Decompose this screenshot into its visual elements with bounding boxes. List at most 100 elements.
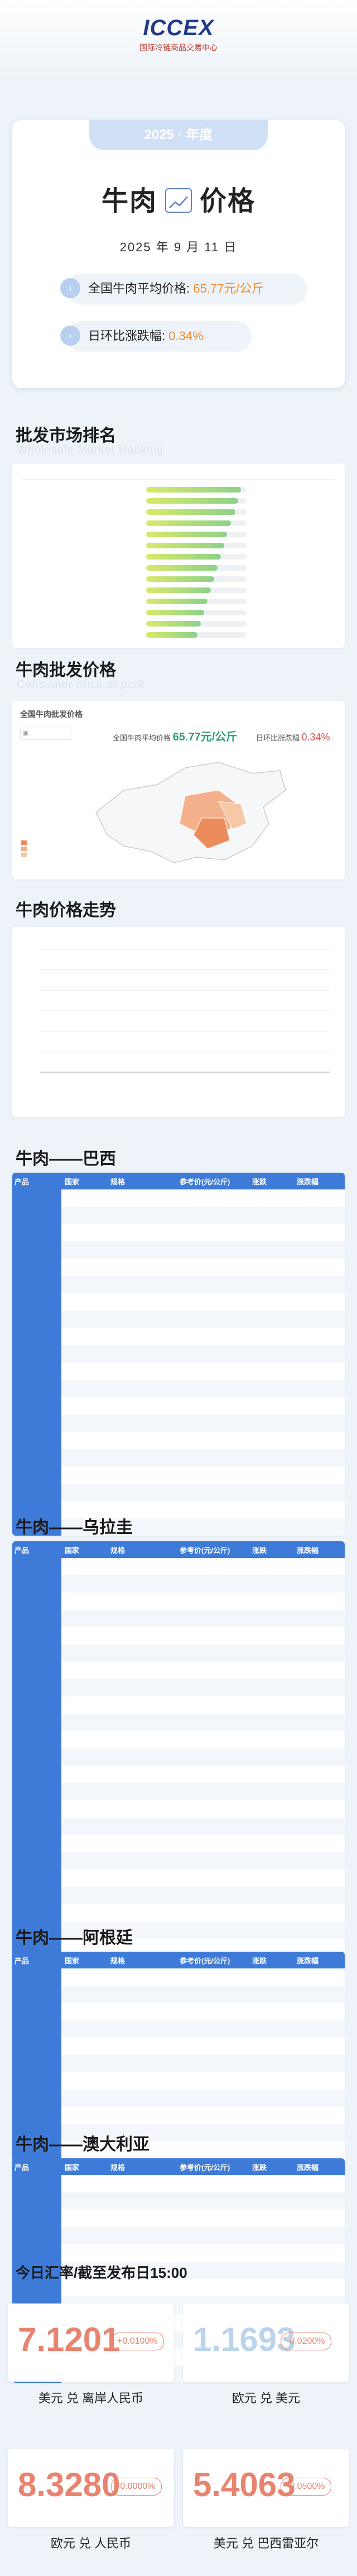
ranking-bar xyxy=(146,565,218,571)
product-cell xyxy=(12,1783,61,1800)
table-row xyxy=(12,2192,345,2210)
table-row xyxy=(12,1558,345,1576)
product-cell xyxy=(12,2244,61,2262)
country-title: 牛肉——澳大利亚 xyxy=(16,2135,149,2154)
product-cell xyxy=(12,1207,61,1224)
date-selector[interactable]: ▣ xyxy=(20,728,71,740)
column-header: 规格 xyxy=(110,1957,126,1965)
product-cell xyxy=(12,1696,61,1714)
product-cell xyxy=(12,1627,61,1645)
map-panel-title: 全国牛肉批发价格 xyxy=(20,710,83,719)
product-cell xyxy=(12,1986,61,2003)
table-row xyxy=(12,2020,345,2038)
table-row xyxy=(12,1800,345,1818)
product-cell xyxy=(12,1397,61,1414)
ranking-bar xyxy=(146,554,221,560)
table-row xyxy=(12,1645,345,1662)
product-cell xyxy=(12,1748,61,1766)
logo-text: ICCEX xyxy=(143,16,214,40)
product-cell xyxy=(12,1311,61,1328)
exchange-rate-card: 7.1201 +0.0100% 美元 兑 离岸人民币 xyxy=(8,2303,174,2405)
product-cell xyxy=(12,1276,61,1293)
product-cell xyxy=(12,2107,61,2124)
rate-value: 7.1201 xyxy=(18,2321,120,2358)
product-cell xyxy=(12,1922,61,1939)
table-row xyxy=(12,1731,345,1749)
ranking-row xyxy=(12,529,345,541)
exchange-rate-card: 1.1693 -0.0200% 欧元 兑 美元 xyxy=(183,2303,349,2405)
table-row xyxy=(12,1627,345,1645)
product-cell xyxy=(12,1800,61,1818)
ranking-bar xyxy=(146,532,227,537)
table-row xyxy=(12,1345,345,1363)
table-header: 产品 国家 规格 参考价(元/公斤) 涨跌 涨跌幅 xyxy=(12,1541,345,1558)
table-row xyxy=(12,1679,345,1697)
product-cell xyxy=(12,2279,61,2296)
daily-change-value: 0.34% xyxy=(168,329,204,343)
table-row xyxy=(12,1968,345,1986)
product-cell xyxy=(12,1414,61,1432)
product-cell xyxy=(12,1904,61,1922)
table-row xyxy=(12,1922,345,1939)
ranking-bar xyxy=(146,520,231,526)
trend-chart xyxy=(40,949,330,1073)
product-cell xyxy=(12,1968,61,1986)
product-cell xyxy=(12,2020,61,2038)
column-header: 涨跌幅 xyxy=(297,1957,319,1965)
product-cell xyxy=(12,1293,61,1311)
product-cell xyxy=(12,1558,61,1575)
product-cell xyxy=(12,1818,61,1835)
table-header: 产品 国家 规格 参考价(元/公斤) 涨跌 涨跌幅 xyxy=(12,2158,345,2175)
column-header: 国家 xyxy=(65,2163,80,2172)
table-header: 产品 国家 规格 参考价(元/公斤) 涨跌 涨跌幅 xyxy=(12,1952,345,1968)
product-cell xyxy=(12,1645,61,1662)
avg-price-pill: › 全国牛肉平均价格: 65.77元/公斤 xyxy=(60,274,307,304)
ranking-row xyxy=(12,552,345,563)
rate-label: 欧元 兑 人民币 xyxy=(50,2536,132,2550)
table-row xyxy=(12,2072,345,2090)
ranking-row xyxy=(12,630,345,641)
price-table: 产品 国家 规格 参考价(元/公斤) 涨跌 涨跌幅 xyxy=(12,1952,345,2176)
rate-value: 5.4063 xyxy=(193,2466,296,2503)
product-cell xyxy=(12,1466,61,1484)
china-map xyxy=(95,762,286,863)
legend-swatch xyxy=(21,853,27,859)
table-row xyxy=(12,2142,345,2159)
table-row xyxy=(12,1207,345,1225)
table-row xyxy=(12,1189,345,1207)
ranking-bar xyxy=(146,599,208,604)
legend-swatch xyxy=(21,840,27,847)
rate-value: 1.1693 xyxy=(193,2321,296,2358)
product-cell xyxy=(12,1852,61,1870)
wholesale-subtitle: Wholesale Market Ranking xyxy=(17,444,163,456)
table-row xyxy=(12,1818,345,1836)
rate-change: +0.0100% xyxy=(111,2333,164,2350)
column-header: 规格 xyxy=(110,1546,126,1555)
table-row xyxy=(12,1714,345,1732)
chart-line-icon xyxy=(165,188,192,213)
column-header: 参考价(元/公斤) xyxy=(180,2163,230,2172)
table-row xyxy=(12,2038,345,2056)
product-cell xyxy=(12,1518,61,1536)
column-header: 涨跌幅 xyxy=(297,1178,319,1186)
avg-price-label: 全国牛肉平均价格: xyxy=(88,281,190,295)
product-cell xyxy=(12,1731,61,1748)
product-cell xyxy=(12,1662,61,1679)
table-row xyxy=(12,1241,345,1259)
table-row xyxy=(12,1696,345,1714)
price-table: 产品 国家 规格 参考价(元/公斤) 涨跌 涨跌幅 xyxy=(12,1173,345,1536)
product-cell xyxy=(12,1501,61,1518)
table-row xyxy=(12,1414,345,1432)
ranking-row xyxy=(12,507,345,518)
table-row xyxy=(12,1501,345,1519)
column-header: 涨跌幅 xyxy=(297,2163,319,2172)
table-row xyxy=(12,1224,345,1242)
table-row xyxy=(12,2279,345,2297)
product-cell xyxy=(12,1484,61,1501)
product-cell xyxy=(12,1766,61,1783)
product-cell xyxy=(12,2072,61,2090)
column-header: 产品 xyxy=(15,1546,30,1555)
daily-change-pill: › 日环比涨跌幅: 0.34% xyxy=(60,321,251,351)
column-header: 涨跌 xyxy=(252,1178,267,1186)
ranking-row xyxy=(12,541,345,552)
